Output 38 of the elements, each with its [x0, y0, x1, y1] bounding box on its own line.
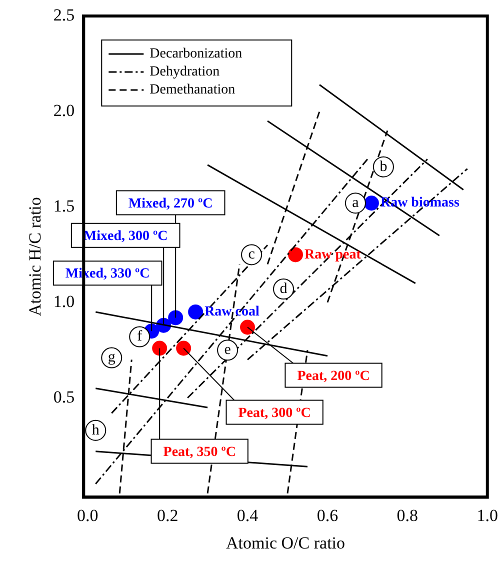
- legend-label: Dehydration: [150, 64, 220, 80]
- point: [364, 196, 379, 211]
- x-tick-label: 0.4: [236, 506, 259, 525]
- annotation: Raw coal: [204, 304, 260, 320]
- y-tick-label: 1.5: [53, 196, 75, 216]
- x-tick-label: 0.2: [156, 506, 178, 525]
- annotation: c: [248, 246, 256, 263]
- annotation: a: [352, 195, 360, 212]
- x-tick-label: 1.0: [476, 506, 498, 525]
- x-axis-title: Atomic O/C ratio: [226, 533, 346, 552]
- annotation: h: [92, 422, 100, 438]
- x-tick-label: 0.6: [316, 506, 338, 525]
- point: [168, 310, 184, 326]
- annotation: e: [224, 342, 232, 358]
- annotation: d: [280, 281, 288, 297]
- point: [176, 340, 192, 356]
- annotation: g: [108, 350, 116, 366]
- annotation: f: [137, 328, 142, 345]
- x-tick-label: 0.0: [77, 506, 98, 525]
- y-tick-label: 2.5: [53, 5, 75, 24]
- annotation: b: [380, 158, 388, 175]
- annotation: Peat, 350 ºC: [163, 444, 236, 460]
- point: [240, 320, 256, 335]
- y-tick-label: 0.5: [53, 387, 75, 406]
- annotation: Mixed, 270 ºC: [128, 196, 213, 212]
- annotation: Raw peat: [304, 247, 362, 262]
- legend-label: Demethanation: [150, 82, 236, 98]
- y-tick-label: 1.0: [53, 292, 75, 311]
- y-axis-title: Atomic H/C ratio: [26, 197, 45, 316]
- point: [288, 247, 304, 262]
- y-tick-label: 2.0: [53, 100, 75, 120]
- annotation: Peat, 200 ºC: [297, 368, 370, 384]
- annotation: Mixed, 300 ºC: [83, 228, 168, 244]
- point: [188, 304, 204, 320]
- legend-label: Decarbonization: [150, 46, 242, 62]
- point: [152, 340, 168, 356]
- x-tick-label: 0.8: [396, 506, 418, 525]
- annotation: Peat, 300 ºC: [238, 406, 311, 421]
